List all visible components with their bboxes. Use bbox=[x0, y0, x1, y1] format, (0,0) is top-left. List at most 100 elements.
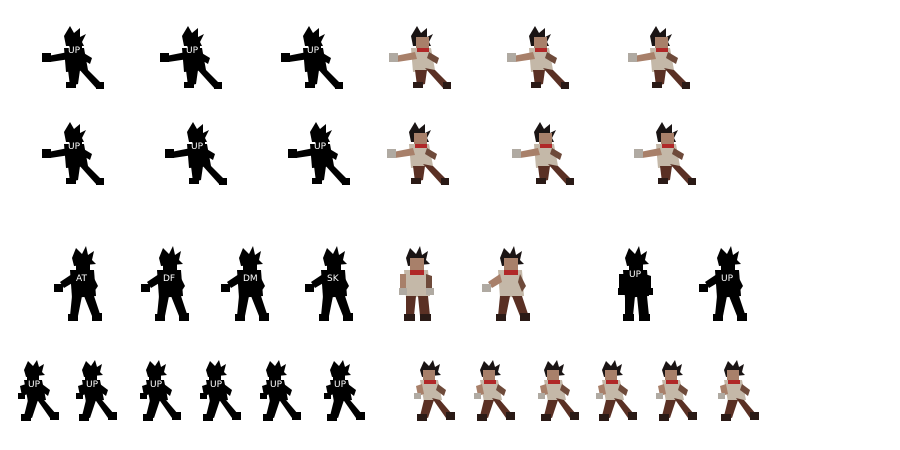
sprite-part-scarf bbox=[210, 380, 222, 384]
sprite-part-pants bbox=[715, 296, 727, 316]
sprite-part-pants bbox=[24, 400, 38, 418]
character-silhouette bbox=[165, 122, 227, 185]
sprite-part-skin bbox=[147, 274, 161, 288]
sprite-part-skin_shade bbox=[436, 384, 446, 396]
sprite-part-skin_shade bbox=[740, 384, 750, 396]
sprite-part-boots bbox=[96, 82, 104, 89]
sprite-part-skin_shade bbox=[203, 148, 215, 160]
sprite-part-boots bbox=[570, 412, 579, 420]
sprite-frame-r3-f4: SK bbox=[303, 246, 363, 322]
sprite-part-fist bbox=[645, 288, 653, 295]
sprite-part-skin bbox=[243, 258, 257, 271]
sprite-frame-r4-f3: UP bbox=[140, 360, 188, 432]
sprite-frame-r1-f5 bbox=[505, 24, 575, 90]
sprite-part-boots bbox=[477, 414, 487, 421]
sprite-part-boots bbox=[179, 313, 189, 321]
sprite-part-skin_shade bbox=[90, 274, 98, 292]
sprite-part-skin bbox=[27, 370, 39, 381]
sprite-part-pants bbox=[330, 400, 344, 418]
sprite-part-skin_shade bbox=[666, 52, 678, 64]
sprite-part-boots bbox=[441, 178, 449, 185]
sprite-frame-r2-f5 bbox=[510, 120, 580, 192]
sprite-part-fist bbox=[305, 284, 314, 292]
sprite-part-boots bbox=[232, 412, 241, 420]
character-sprite bbox=[634, 122, 696, 185]
sprite-part-boots bbox=[305, 82, 315, 88]
sprite-part-fist bbox=[718, 393, 725, 399]
character-silhouette bbox=[699, 246, 747, 321]
sprite-part-pants bbox=[662, 400, 676, 418]
sprite-part-pants bbox=[171, 296, 187, 316]
character-silhouette bbox=[324, 360, 365, 421]
sprite-part-skin bbox=[488, 274, 502, 288]
sprite-part-fist bbox=[324, 393, 331, 399]
sprite-part-skin bbox=[60, 274, 74, 288]
sprite-frame-r3-f5 bbox=[398, 246, 458, 322]
sprite-frame-r1-f1: UP bbox=[40, 24, 110, 90]
sprite-part-skin_shade bbox=[496, 384, 506, 396]
character-silhouette bbox=[305, 246, 353, 321]
character-sprite bbox=[389, 26, 451, 89]
sprite-part-skin bbox=[311, 274, 325, 288]
sprite-part-fist bbox=[512, 149, 521, 158]
sprite-part-fist bbox=[426, 288, 434, 295]
sprite-part-skin_shade bbox=[326, 148, 338, 160]
sprite-part-shirt bbox=[623, 270, 649, 298]
sprite-part-skin_shade bbox=[98, 384, 108, 396]
character-sprite bbox=[414, 360, 455, 421]
sprite-part-boots bbox=[404, 314, 415, 321]
sprite-part-fist bbox=[634, 149, 643, 158]
sprite-frame-r2-f1: UP bbox=[40, 120, 110, 192]
sprite-part-boots bbox=[68, 314, 78, 321]
sprite-part-pants bbox=[544, 400, 558, 418]
sprite-part-skin bbox=[308, 37, 321, 49]
sprite-part-pants bbox=[84, 296, 100, 316]
sprite-part-shirt bbox=[146, 380, 168, 402]
sprite-part-boots bbox=[335, 82, 343, 89]
sprite-part-skin bbox=[327, 258, 341, 271]
sprite-part-fist bbox=[76, 393, 83, 399]
sprite-part-shirt bbox=[715, 270, 741, 298]
sprite-part-scarf bbox=[243, 270, 257, 275]
sprite-frame-r2-f4 bbox=[385, 120, 455, 192]
sprite-part-pants bbox=[498, 296, 510, 316]
sprite-part-shirt bbox=[82, 380, 104, 402]
sprite-part-skin bbox=[269, 370, 281, 381]
sprite-part-skin_shade bbox=[518, 274, 526, 292]
sprite-part-shirt bbox=[206, 380, 228, 402]
sprite-part-shirt bbox=[321, 270, 347, 298]
sprite-part-boots bbox=[66, 178, 76, 184]
character-silhouette bbox=[160, 26, 222, 89]
sprite-part-skin bbox=[315, 133, 328, 145]
character-silhouette bbox=[260, 360, 301, 421]
sprite-part-scarf bbox=[504, 270, 518, 275]
sprite-part-shirt bbox=[498, 270, 524, 298]
sprite-part-pants bbox=[251, 296, 267, 316]
sprite-part-pants bbox=[420, 400, 434, 418]
sprite-part-skin bbox=[705, 274, 719, 288]
character-silhouette bbox=[140, 360, 181, 421]
sprite-part-skin bbox=[48, 148, 70, 158]
sprite-frame-r4-f5: UP bbox=[260, 360, 308, 432]
sprite-frame-r4-f12 bbox=[718, 360, 766, 432]
sprite-frame-r3-f8: UP bbox=[697, 246, 757, 322]
sprite-part-shirt bbox=[420, 380, 442, 402]
sprite-part-boots bbox=[659, 414, 669, 421]
sprite-part-skin bbox=[661, 133, 674, 145]
sprite-part-scarf bbox=[484, 380, 496, 384]
sprite-part-scarf bbox=[417, 48, 429, 52]
sprite-frame-r2-f2: UP bbox=[163, 120, 233, 192]
sprite-part-scarf bbox=[656, 48, 668, 52]
sprite-part-shirt bbox=[24, 380, 46, 402]
sprite-part-scarf bbox=[728, 380, 740, 384]
sprite-part-pants bbox=[335, 296, 351, 316]
sprite-part-shirt bbox=[157, 270, 183, 298]
sprite-part-skin bbox=[640, 148, 662, 158]
sprite-part-boots bbox=[172, 412, 181, 420]
sprite-frame-r4-f10 bbox=[596, 360, 644, 432]
sprite-part-skin bbox=[48, 52, 70, 62]
sprite-part-fist bbox=[628, 53, 637, 62]
sprite-frame-r3-f3: DM bbox=[219, 246, 279, 322]
sprite-frame-r3-f2: DF bbox=[139, 246, 199, 322]
sprite-frame-r4-f11 bbox=[656, 360, 704, 432]
